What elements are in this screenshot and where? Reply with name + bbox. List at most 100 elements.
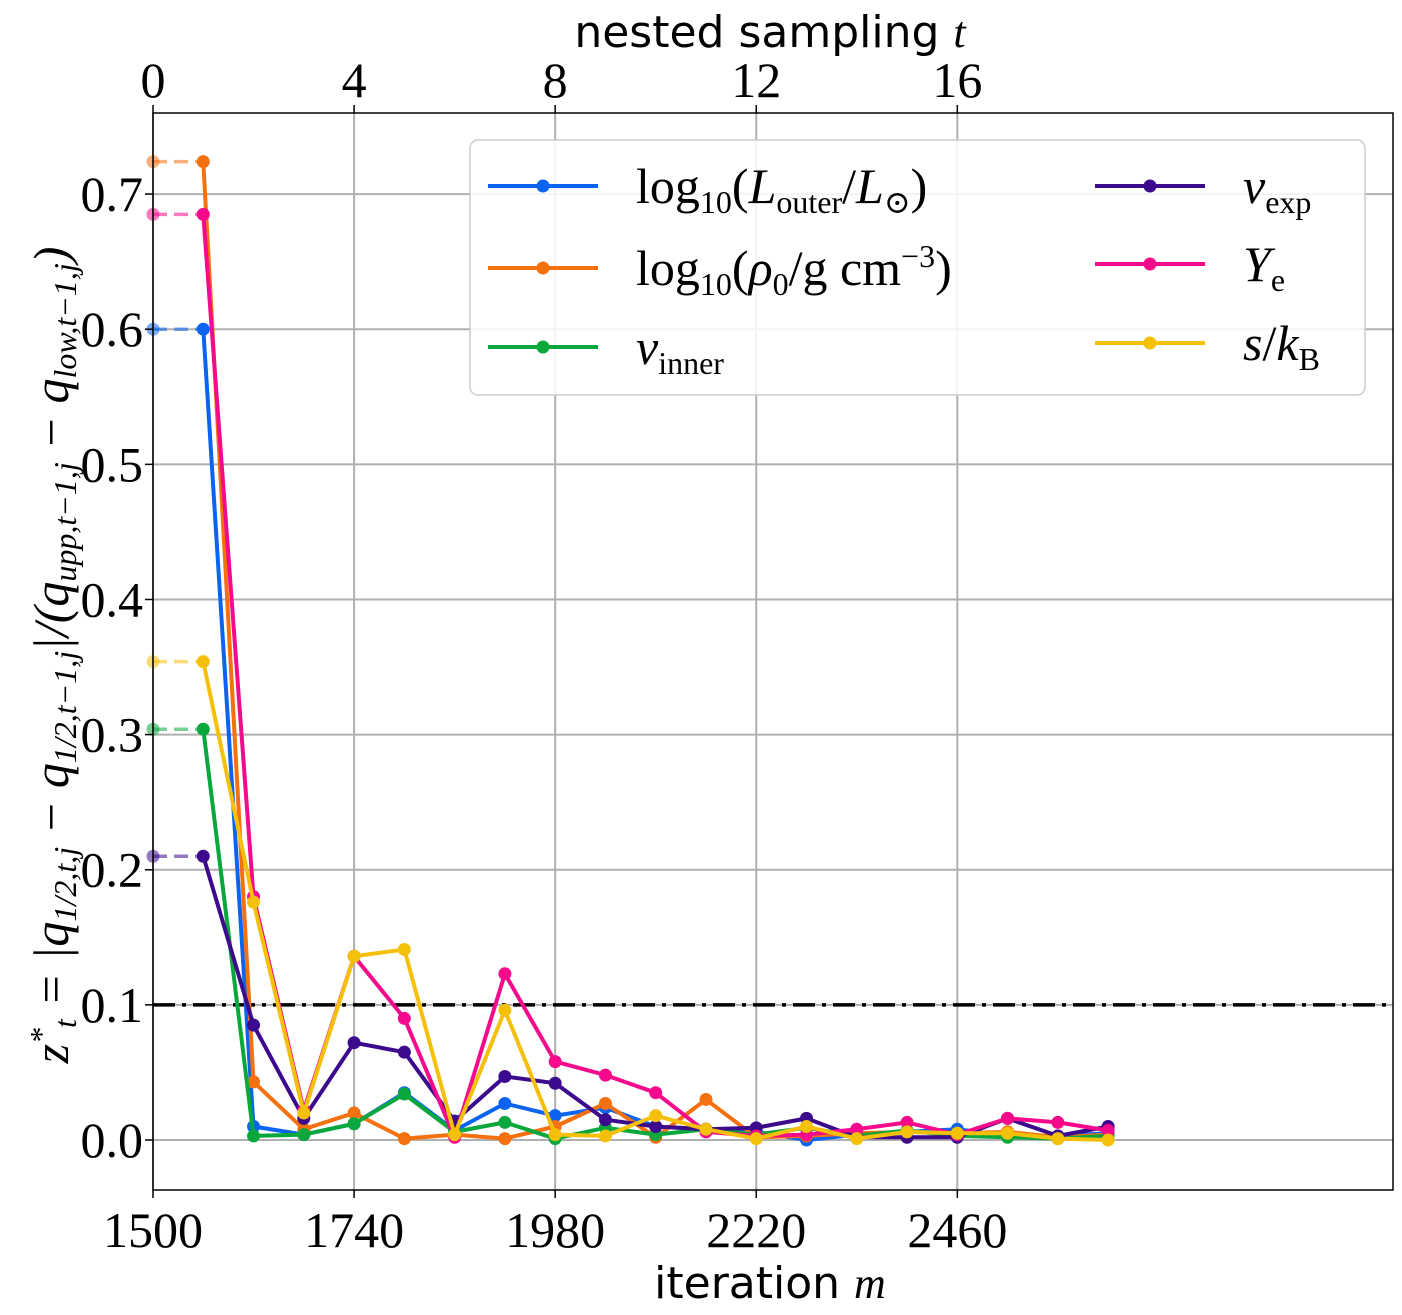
x-tick-label: 2220 [706, 1202, 806, 1258]
legend-label: log10(ρ0/g cm−3) [636, 238, 952, 302]
legend-label-part: ) [935, 240, 952, 296]
data-point [950, 1126, 964, 1140]
y-axis-title-part: 1/2,t−1,j [47, 651, 83, 763]
data-point [850, 1132, 864, 1146]
legend-swatch-marker [536, 179, 550, 193]
data-point [397, 1132, 411, 1146]
x2-tick-label: 16 [932, 52, 982, 108]
legend-label-part: log [636, 240, 700, 296]
legend-label: s/kB [1243, 315, 1320, 377]
data-point [548, 1076, 562, 1090]
legend-swatch-marker [1143, 336, 1157, 350]
data-point [397, 1087, 411, 1101]
legend-item: s/kB [1095, 315, 1320, 377]
legend-label-part: /g cm [789, 240, 902, 296]
y-tick-label: 0.6 [81, 301, 144, 357]
y-axis-title-part: * [23, 1028, 59, 1044]
legend-label-part: L [748, 158, 777, 214]
x2-tick-label: 12 [731, 52, 781, 108]
legend-item: log10(ρ0/g cm−3) [488, 238, 952, 302]
data-point [297, 1106, 311, 1120]
legend-label: log10(Louter/L⊙) [636, 158, 927, 220]
data-point [498, 967, 512, 981]
data-point [196, 322, 210, 336]
legend-label-part: k [1276, 315, 1299, 371]
legend-label-part: / [842, 158, 856, 214]
legend-label: vinner [636, 319, 724, 381]
data-point [498, 1132, 512, 1146]
legend-label-part: / [1262, 315, 1276, 371]
data-point [1101, 1124, 1115, 1138]
data-point [1101, 1133, 1115, 1147]
legend-label-part: ρ [747, 240, 773, 296]
data-point [347, 1036, 361, 1050]
legend-label-part: e [1271, 262, 1285, 298]
legend-label-part: 10 [700, 184, 732, 220]
series-layer [146, 155, 1115, 1147]
data-point [247, 1129, 261, 1143]
legend-label-part: ⊙ [884, 184, 911, 220]
y-axis-title-part: − q [23, 763, 79, 847]
y-tick-label: 0.3 [81, 707, 144, 763]
legend-swatch-marker [536, 340, 550, 354]
legend-label-part: log [636, 158, 700, 214]
data-point [347, 949, 361, 963]
legend-label-part: ( [732, 158, 749, 214]
x2-tick-label: 0 [141, 52, 166, 108]
data-point [247, 1018, 261, 1032]
data-point [1051, 1132, 1065, 1146]
x2-axis-title-text: nested sampling [574, 7, 939, 58]
y-axis-title-part: = |q [23, 922, 79, 1020]
series-2 [146, 722, 1115, 1146]
legend-label-part: inner [658, 345, 724, 381]
legend-label-part: Y [1243, 236, 1276, 292]
data-point [598, 1068, 612, 1082]
data-point [196, 155, 210, 169]
data-point [397, 1045, 411, 1059]
data-point [347, 1106, 361, 1120]
legend-swatch-marker [1143, 257, 1157, 271]
data-point [448, 1128, 462, 1142]
series-line [201, 728, 1109, 1141]
data-point [850, 1122, 864, 1136]
legend-label-part: 0 [773, 266, 789, 302]
legend-label-part: ) [911, 158, 928, 214]
data-point [900, 1125, 914, 1139]
data-point [1001, 1111, 1015, 1125]
ticks-layer: 1500 1740 1980 2220 2460 0 4 8 12 16 0.0 0.1 0.2 0.3 0… [81, 52, 1008, 1258]
data-point [247, 1075, 261, 1089]
data-point [649, 1086, 663, 1100]
plot-frame [152, 112, 1394, 1191]
data-point [196, 722, 210, 736]
legend-box [469, 139, 1366, 396]
y-axis-title-part: ) [23, 247, 79, 267]
data-point [498, 1069, 512, 1083]
y-axis-title: z*t = |q1/2,t,j − q1/2,t−1,j|/(qupp,t−1,… [23, 247, 83, 1065]
data-point [498, 1115, 512, 1129]
data-point [1051, 1115, 1065, 1129]
data-point [1001, 1126, 1015, 1140]
legend-label-part: outer [776, 184, 842, 220]
series-3 [146, 849, 1115, 1144]
y-axis-title-part: z [23, 1044, 79, 1064]
y-axis-title-part: upp,t−1,j [47, 462, 83, 581]
y-axis-title-part: low,t−1,j [47, 263, 83, 378]
legend-label-part: exp [1265, 184, 1311, 220]
y-axis-title-part: |/(q [23, 582, 79, 651]
data-point [598, 1097, 612, 1111]
x-tick-label: 2460 [907, 1202, 1007, 1258]
data-point [397, 942, 411, 956]
y-axis-title-part: t [47, 1018, 83, 1028]
x2-axis-title-var: t [953, 8, 967, 57]
data-point [247, 895, 261, 909]
legend-label-part: L [855, 158, 884, 214]
x-axis-title-text: iteration [654, 1258, 840, 1309]
legend-item: vinner [488, 319, 724, 381]
data-point [297, 1128, 311, 1142]
x-axis-title-var: m [854, 1259, 886, 1308]
data-point [196, 849, 210, 863]
y-tick-label: 0.7 [81, 166, 144, 222]
data-point [900, 1115, 914, 1129]
y-tick-label: 0.4 [81, 571, 144, 627]
